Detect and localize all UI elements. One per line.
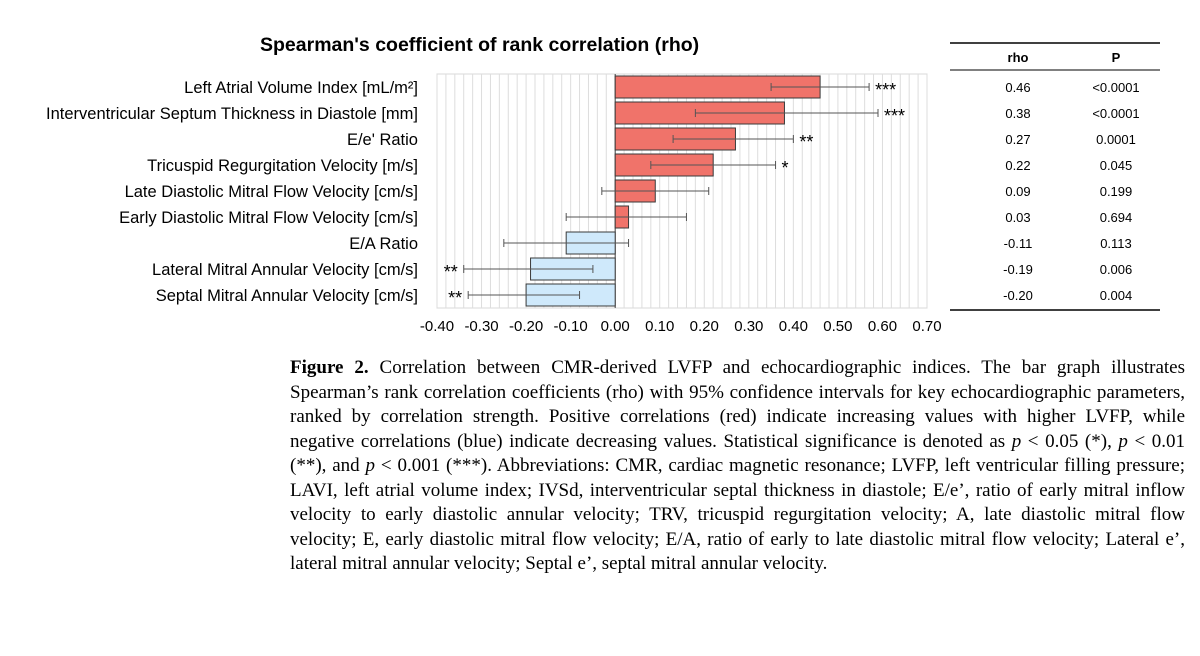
x-tick-label: 0.40 (779, 318, 808, 335)
category-label: Septal Mitral Annular Velocity [cm/s] (156, 287, 418, 305)
category-label: Late Diastolic Mitral Flow Velocity [cm/… (125, 183, 418, 201)
x-tick-label: 0.60 (868, 318, 897, 335)
significance-layer: ************* (444, 80, 905, 308)
caption-p-3: p (365, 455, 376, 476)
category-label: Left Atrial Volume Index [mL/m²] (184, 79, 418, 97)
caption-text-1: Correlation between CMR-derived LVFP and… (290, 357, 1185, 452)
table-cell-p: 0.004 (1100, 288, 1133, 303)
table-cell-rho: 0.09 (1005, 184, 1030, 199)
x-tick-label: 0.10 (645, 318, 674, 335)
chart-title: Spearman's coefficient of rank correlati… (260, 34, 700, 56)
table-cell-p: 0.0001 (1096, 132, 1136, 147)
category-label: E/A Ratio (349, 235, 418, 253)
x-tick-label: 0.50 (823, 318, 852, 335)
table-cell-rho: -0.19 (1003, 262, 1033, 277)
table-cell-rho: 0.38 (1005, 106, 1030, 121)
table-cell-p: 0.199 (1100, 184, 1133, 199)
x-tick-label: -0.40 (420, 318, 454, 335)
caption-text-3: < 0.01 (**), and (290, 430, 1186, 477)
table-cell-rho: -0.20 (1003, 288, 1033, 303)
x-tick-label: -0.30 (464, 318, 498, 335)
table-cell-p: 0.694 (1100, 210, 1133, 225)
significance-label: ** (448, 288, 462, 308)
caption-text-2: < 0.05 (*), (1021, 430, 1119, 452)
x-tick-label: 0.00 (601, 318, 630, 335)
category-label: E/e' Ratio (347, 131, 418, 149)
x-tick-label: 0.70 (912, 318, 941, 335)
table-cell-rho: 0.27 (1005, 132, 1030, 147)
ci-layer (463, 83, 879, 299)
table-cell-rho: -0.11 (1004, 236, 1033, 251)
category-label: Interventricular Septum Thickness in Dia… (46, 105, 418, 123)
table-cell-rho: 0.46 (1005, 80, 1030, 95)
correlation-bar-chart: Left Atrial Volume Index [mL/m²] Interven… (46, 42, 1160, 335)
table-header-rho: rho (1008, 50, 1029, 65)
significance-label: *** (884, 106, 905, 126)
figure-caption: Figure 2. Correlation between CMR-derive… (290, 356, 1185, 577)
category-label: Lateral Mitral Annular Velocity [cm/s] (152, 261, 418, 279)
x-tick-label: -0.10 (554, 318, 588, 335)
table-cell-rho: 0.03 (1005, 210, 1030, 225)
category-label-layer: Left Atrial Volume Index [mL/m²] Interven… (46, 79, 418, 305)
category-label: Early Diastolic Mitral Flow Velocity [cm… (119, 209, 418, 227)
caption-p-2: p (1118, 430, 1128, 452)
caption-p-1: p (1011, 430, 1022, 452)
caption-text-4: < 0.001 (***). Abbreviations: CMR, cardi… (290, 455, 1185, 574)
significance-label: * (782, 158, 789, 178)
tick-label-layer: -0.40 -0.30 -0.20 -0.10 0.00 0.10 0.20 0.30 0.40… (420, 318, 942, 335)
table-cell-p: <0.0001 (1092, 80, 1139, 95)
table-cell-p: 0.045 (1100, 158, 1133, 173)
table-cell-rho: 0.22 (1005, 158, 1030, 173)
x-tick-label: 0.30 (734, 318, 763, 335)
x-tick-label: -0.20 (509, 318, 543, 335)
significance-label: ** (444, 262, 458, 282)
table-header-p: P (1112, 50, 1121, 65)
x-tick-label: 0.20 (690, 318, 719, 335)
table-cell-p: 0.006 (1100, 262, 1133, 277)
category-label: Tricuspid Regurgitation Velocity [m/s] (147, 157, 418, 175)
table-cell-p: <0.0001 (1092, 106, 1139, 121)
table-cell-p: 0.113 (1100, 236, 1132, 251)
significance-label: ** (799, 132, 813, 152)
significance-label: *** (875, 80, 896, 100)
caption-label: Figure 2. (290, 357, 369, 378)
stats-table: 0.46 <0.0001 0.38 <0.0001 0.27 0.0001 0.22 0.04… (950, 42, 1160, 311)
